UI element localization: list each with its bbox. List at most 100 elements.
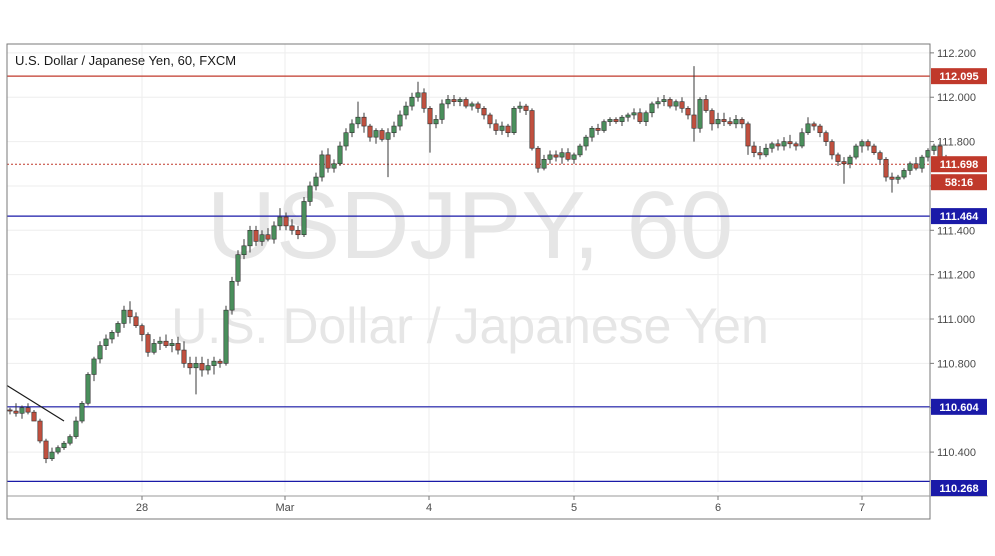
candle <box>259 230 265 246</box>
candle <box>745 121 751 155</box>
candle <box>133 312 139 328</box>
candle-body <box>127 309 133 318</box>
candle <box>493 119 499 135</box>
candle-body <box>445 99 451 105</box>
candle-body <box>475 103 481 109</box>
candle <box>307 181 313 206</box>
candle-body <box>829 141 835 156</box>
candle <box>799 128 805 149</box>
candle <box>505 123 511 138</box>
candle-body <box>403 105 409 116</box>
candle <box>775 139 781 151</box>
candle-body <box>727 121 733 125</box>
candle <box>241 239 247 260</box>
watermark-symbol: USDJPY, 60 <box>207 172 734 279</box>
candle <box>7 407 13 415</box>
candle <box>697 97 703 133</box>
candle-body <box>541 159 547 169</box>
candle <box>769 141 775 153</box>
candle <box>475 101 481 113</box>
candle <box>931 143 937 155</box>
candle-body <box>793 143 799 147</box>
candle-body <box>325 154 331 169</box>
candle <box>277 208 283 231</box>
candle <box>589 126 595 142</box>
candle-body <box>865 141 871 147</box>
x-tick-label: 5 <box>571 502 577 514</box>
candle-body <box>895 176 901 180</box>
candle <box>13 403 19 417</box>
candle <box>667 97 673 109</box>
chart-grid <box>7 44 930 492</box>
candle-body <box>823 132 829 142</box>
candle <box>613 117 619 124</box>
candle <box>781 137 787 151</box>
candle <box>853 143 859 160</box>
candle-body <box>505 125 511 134</box>
candle <box>763 143 769 158</box>
candle-body <box>661 99 667 102</box>
price-axis: 110.400110.600110.800111.000111.200111.4… <box>930 48 976 459</box>
candle-body <box>715 119 721 125</box>
candle <box>55 445 61 455</box>
price-tags: 112.095 111.464 110.604 110.268 111.698 58:16 <box>931 68 987 496</box>
candle <box>877 150 883 164</box>
candle <box>115 321 121 337</box>
candle <box>199 356 205 377</box>
candle <box>715 112 721 129</box>
candle-body <box>787 141 793 145</box>
time-axis: 28 Mar 4 5 6 7 <box>136 496 865 514</box>
candle <box>223 305 229 366</box>
candle-body <box>517 105 523 109</box>
candle-body <box>631 112 637 116</box>
candle-body <box>139 325 145 335</box>
candle-body <box>577 145 583 156</box>
candle <box>295 225 301 240</box>
candle <box>403 101 409 120</box>
candle <box>445 95 451 109</box>
candle-body <box>655 101 661 105</box>
candle-body <box>7 409 13 412</box>
candle <box>883 157 889 182</box>
candle-body <box>877 152 883 160</box>
candle-body <box>625 114 631 118</box>
candle-body <box>775 143 781 147</box>
candle <box>721 112 727 127</box>
candle-body <box>151 343 157 353</box>
candle <box>85 372 91 406</box>
y-tick-label: 111.200 <box>937 270 975 282</box>
candle-body <box>199 363 205 371</box>
candle <box>283 212 289 231</box>
level-tag-1-bg <box>931 208 987 225</box>
candle <box>895 174 901 184</box>
candle <box>709 108 715 131</box>
candle <box>337 141 343 166</box>
candle <box>739 117 745 129</box>
candle-body <box>751 145 757 153</box>
candle-body <box>619 116 625 122</box>
candle-body <box>487 114 493 125</box>
candle <box>661 95 667 107</box>
candle <box>61 440 67 450</box>
candle <box>163 334 169 348</box>
candle <box>577 143 583 158</box>
candle-body <box>553 154 559 158</box>
candle <box>847 154 853 169</box>
candle <box>685 106 691 120</box>
candle-body <box>109 332 115 340</box>
candle <box>313 172 319 191</box>
candle-body <box>241 245 247 255</box>
y-tick-label: 111.800 <box>937 137 975 149</box>
candle <box>319 150 325 182</box>
candle <box>601 119 607 133</box>
candle <box>415 81 421 102</box>
candle-body <box>799 132 805 147</box>
candle-body <box>739 119 745 125</box>
x-tick-label: 7 <box>859 502 865 514</box>
candle-body <box>691 114 697 129</box>
watermark: USDJPY, 60 U.S. Dollar / Japanese Yen <box>171 172 769 354</box>
level-tag-2-bg <box>931 398 987 415</box>
candle <box>751 141 757 158</box>
candle-body <box>91 358 97 375</box>
candle <box>907 161 913 175</box>
